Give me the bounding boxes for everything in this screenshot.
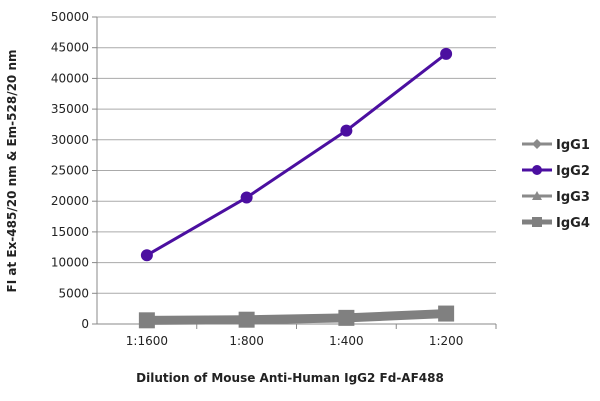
y-axis-title: FI at Ex-485/20 nm & Em-528/20 nm (5, 50, 19, 293)
x-tick-label: 1:400 (329, 334, 364, 348)
legend-label-igg2: IgG2 (556, 164, 590, 179)
data-point-igg4 (438, 305, 455, 322)
y-tick-label: 25000 (51, 164, 89, 178)
y-tick-label: 50000 (51, 10, 89, 24)
x-tick-label: 1:1600 (126, 334, 168, 348)
data-point-igg2 (440, 47, 453, 60)
legend-marker-igg3 (532, 191, 542, 200)
y-tick-label: 20000 (51, 194, 89, 208)
data-point-igg2 (140, 249, 153, 262)
data-point-igg4 (338, 309, 355, 326)
y-tick-label: 5000 (58, 286, 89, 300)
y-tick-label: 30000 (51, 133, 89, 147)
data-point-igg2 (340, 124, 353, 137)
data-point-igg2 (240, 191, 253, 204)
y-tick-label: 15000 (51, 225, 89, 239)
data-point-igg4 (138, 312, 155, 329)
y-tick-label: 40000 (51, 71, 89, 85)
legend-marker-igg2 (532, 165, 542, 175)
legend-label-igg1: IgG1 (556, 138, 590, 153)
series-line-igg2 (146, 52, 448, 257)
legend-label-igg4: IgG4 (556, 216, 590, 231)
y-tick-label: 45000 (51, 41, 89, 55)
y-tick-label: 35000 (51, 102, 89, 116)
legend-label-igg3: IgG3 (556, 190, 590, 205)
x-tick-label: 1:800 (229, 334, 264, 348)
y-tick-label: 0 (81, 317, 89, 331)
legend-marker-igg1 (532, 139, 542, 149)
data-point-igg4 (238, 311, 255, 328)
y-tick-label: 10000 (51, 256, 89, 270)
x-axis-title: Dilution of Mouse Anti-Human IgG2 Fd-AF4… (136, 371, 444, 385)
x-tick-label: 1:200 (429, 334, 464, 348)
legend-marker-igg4 (532, 217, 542, 227)
series-line-igg4 (146, 309, 447, 325)
